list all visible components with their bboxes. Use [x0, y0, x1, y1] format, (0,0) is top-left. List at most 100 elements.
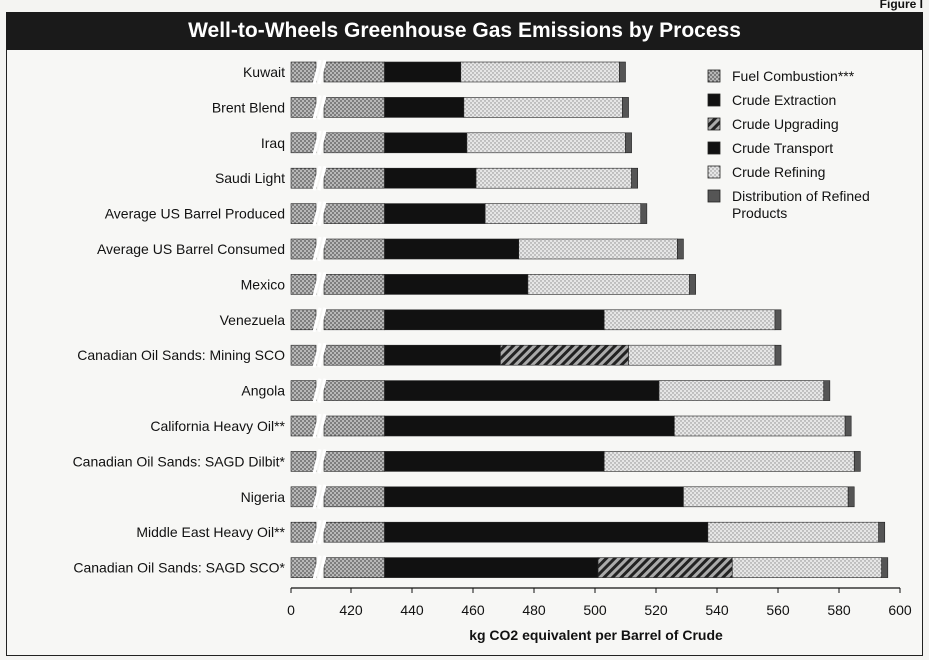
bar-segment: [290, 203, 317, 224]
axis-break-mark: [312, 130, 322, 156]
category-label: California Heavy Oil**: [150, 418, 285, 434]
axis-break-mark: [317, 59, 327, 85]
bar-segment: [881, 557, 889, 578]
bar-segment: [384, 238, 520, 260]
bar-group: [290, 378, 831, 403]
category-label: Mexico: [241, 276, 286, 292]
x-tick-label: 0: [287, 602, 295, 618]
axis-break-mark: [312, 201, 322, 226]
x-tick-label: 520: [644, 602, 668, 618]
bar-segment: [290, 167, 317, 189]
bar-segment: [290, 344, 317, 366]
legend-swatch: [707, 117, 721, 131]
axis-break-mark: [317, 555, 327, 580]
chart-title: Well-to-Wheels Greenhouse Gas Emissions …: [6, 12, 923, 50]
bar-segment: [323, 238, 385, 260]
x-tick-label: 460: [461, 602, 485, 618]
category-label: Average US Barrel Produced: [105, 206, 285, 222]
bar-group: [290, 413, 852, 439]
bar-segment: [466, 132, 626, 154]
x-tick-label: 440: [400, 602, 424, 618]
axis-break-mark: [312, 555, 322, 580]
bar-segment: [774, 309, 782, 331]
category-label: Canadian Oil Sands: Mining SCO: [77, 347, 285, 363]
legend-background: [698, 58, 903, 268]
bar-group: [290, 95, 629, 120]
bar-segment: [622, 97, 629, 118]
bar-group: [290, 165, 638, 191]
bar-segment: [384, 61, 462, 83]
bar-group: [290, 307, 782, 333]
legend-label: Crude Transport: [732, 140, 833, 156]
bar-segment: [323, 132, 385, 154]
bar-segment: [323, 415, 385, 437]
bar-segment: [323, 203, 385, 224]
bar-segment: [384, 557, 599, 578]
bar-group: [290, 272, 696, 297]
axis-break-mark: [312, 236, 322, 262]
bar-segment: [823, 380, 831, 401]
axis-break-mark: [317, 165, 327, 191]
bar-segment: [631, 167, 638, 189]
bar-segment: [384, 380, 660, 401]
legend-label: Fuel Combustion***: [732, 68, 855, 84]
bar-group: [290, 59, 626, 85]
bar-segment: [384, 167, 477, 189]
bar-segment: [290, 557, 317, 578]
bar-segment: [658, 380, 825, 401]
bar-segment: [475, 167, 632, 189]
bar-segment: [290, 97, 317, 118]
bar-segment: [527, 274, 690, 295]
axis-break-mark: [317, 130, 327, 156]
bar-segment: [677, 238, 684, 260]
bar-segment: [847, 486, 855, 508]
axis-break-mark: [317, 449, 327, 474]
axis-break-mark: [312, 165, 322, 191]
axis-break-mark: [317, 413, 327, 439]
bar-segment: [384, 97, 465, 118]
bar-segment: [878, 521, 886, 543]
axis-break-mark: [312, 59, 322, 85]
legend-swatch: [707, 69, 721, 83]
bar-segment: [384, 132, 468, 154]
bar-segment: [323, 274, 385, 295]
bar-segment: [384, 521, 709, 543]
bar-segment: [603, 451, 855, 472]
axis-break-mark: [317, 519, 327, 545]
bar-segment: [323, 97, 385, 118]
bar-segment: [290, 274, 317, 295]
category-label: Venezuela: [220, 312, 286, 328]
category-label: Canadian Oil Sands: SAGD SCO*: [73, 560, 285, 576]
x-tick-label: 600: [888, 602, 912, 618]
bar-segment: [619, 61, 626, 83]
bar-segment: [384, 309, 605, 331]
legend-label: Distribution of Refined Products: [732, 188, 870, 221]
bar-segment: [290, 521, 317, 543]
bar-segment: [844, 415, 852, 437]
x-tick-label: 480: [522, 602, 546, 618]
axis-break-mark: [317, 484, 327, 510]
bar-segment: [853, 451, 861, 472]
bar-group: [290, 130, 632, 156]
bar-segment: [323, 557, 385, 578]
bar-segment: [290, 415, 317, 437]
axis-break-mark: [317, 378, 327, 403]
bar-segment: [683, 486, 849, 508]
legend-swatch: [707, 189, 721, 203]
legend: Fuel Combustion*** Crude Extraction Crude …: [698, 58, 903, 268]
bar-segment: [323, 167, 385, 189]
axis-break-mark: [317, 342, 327, 368]
axis-break-mark: [312, 307, 322, 333]
x-tick-label: 540: [705, 602, 729, 618]
axis-break-mark: [312, 342, 322, 368]
bar-segment: [640, 203, 648, 224]
category-label: Average US Barrel Consumed: [97, 241, 285, 257]
bar-segment: [731, 557, 882, 578]
axis-break-mark: [312, 378, 322, 403]
bar-segment: [323, 486, 385, 508]
bar-segment: [290, 132, 317, 154]
legend-swatch: [707, 165, 721, 179]
legend-label: Crude Extraction: [732, 92, 836, 108]
axis-break-mark: [312, 413, 322, 439]
